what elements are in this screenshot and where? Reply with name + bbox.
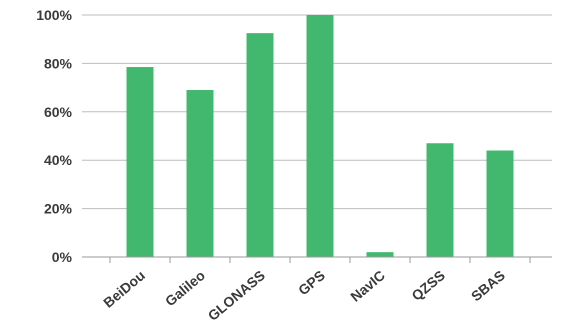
y-tick-label: 0% bbox=[52, 249, 73, 265]
x-axis bbox=[82, 256, 552, 263]
bars bbox=[126, 15, 514, 258]
bar-beidou bbox=[126, 67, 154, 257]
bar-sbas bbox=[486, 150, 514, 257]
bar-gps bbox=[306, 15, 334, 257]
x-tick-label-gps: GPS bbox=[295, 267, 328, 298]
y-tick-label: 100% bbox=[36, 7, 72, 23]
y-tick-label: 40% bbox=[44, 152, 73, 168]
y-tick-label: 80% bbox=[44, 55, 73, 71]
bar-qzss bbox=[426, 143, 454, 257]
y-tick-label: 60% bbox=[44, 104, 73, 120]
x-tick-label-beidou: BeiDou bbox=[100, 267, 148, 311]
x-tick-label-glonass: GLONASS bbox=[205, 267, 268, 324]
x-tick-label-sbas: SBAS bbox=[468, 267, 508, 304]
bar-galileo bbox=[186, 90, 214, 258]
x-tick-label-navic: NavIC bbox=[347, 267, 388, 305]
y-axis-tick-labels: 0% 20% 40% 60% 80% 100% bbox=[36, 7, 72, 265]
x-tick-label-galileo: Galileo bbox=[162, 267, 208, 309]
x-tick-label-qzss: QZSS bbox=[408, 267, 447, 304]
bar-glonass bbox=[246, 33, 274, 258]
y-tick-label: 20% bbox=[44, 201, 73, 217]
bar-navic bbox=[366, 252, 394, 257]
